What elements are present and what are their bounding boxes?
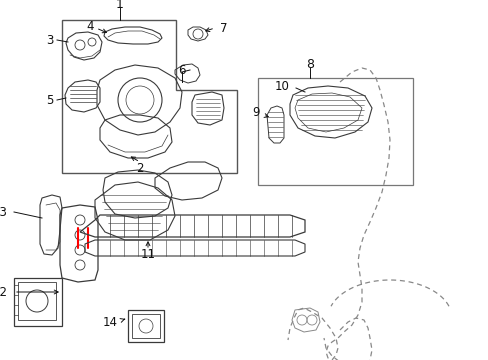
Bar (128, 310, 163, 342)
Text: 13: 13 (0, 206, 8, 219)
Text: 3: 3 (46, 33, 54, 46)
Text: 1: 1 (116, 0, 123, 12)
Text: 6: 6 (178, 63, 185, 77)
Bar (18, 282, 56, 320)
Text: 4: 4 (86, 19, 94, 32)
Text: 9: 9 (252, 105, 260, 118)
Text: 2: 2 (136, 162, 143, 175)
Text: 7: 7 (220, 22, 227, 35)
Bar (14, 278, 62, 326)
Text: 14: 14 (103, 315, 118, 328)
Text: 12: 12 (0, 285, 8, 298)
Text: 5: 5 (46, 94, 54, 107)
Text: 10: 10 (275, 80, 289, 93)
Text: 11: 11 (140, 248, 155, 261)
Bar (132, 314, 160, 338)
Text: 8: 8 (305, 58, 313, 72)
